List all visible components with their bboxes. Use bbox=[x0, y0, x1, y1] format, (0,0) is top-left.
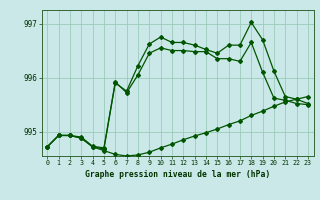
X-axis label: Graphe pression niveau de la mer (hPa): Graphe pression niveau de la mer (hPa) bbox=[85, 170, 270, 179]
